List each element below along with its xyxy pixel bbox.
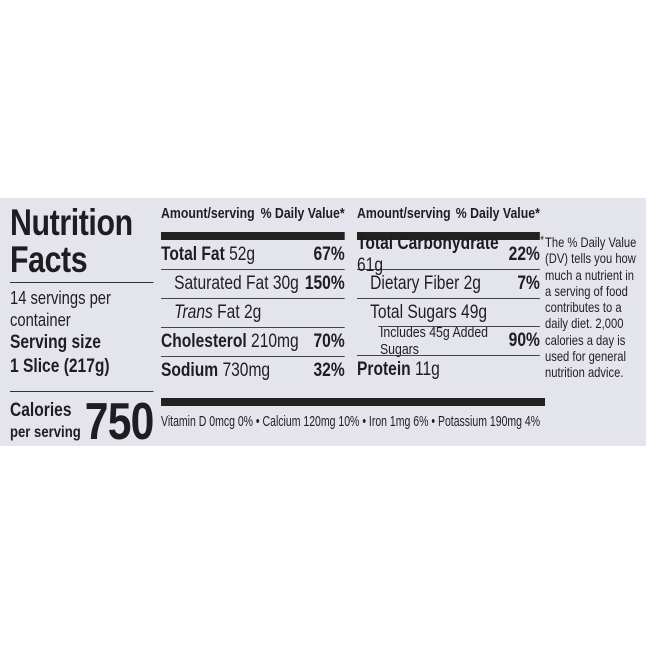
nutrient-name-italic: Trans xyxy=(174,302,213,323)
nutrient-row-sodium: Sodium 730mg 32% xyxy=(161,357,345,385)
label-middle-column: Amount/serving % Daily Value* Total Fat … xyxy=(161,205,345,385)
divider xyxy=(10,282,154,283)
calories-value: 750 xyxy=(84,393,155,451)
nutrient-name: Total Fat xyxy=(161,244,225,265)
nutrient-dv: 67% xyxy=(313,244,345,265)
nutrient-row-cholesterol: Cholesterol 210mg 70% xyxy=(161,328,345,357)
nutrient-dv: 90% xyxy=(508,330,540,351)
calories-block: Calories per serving 750 xyxy=(10,393,155,456)
nutrient-row-trans-fat: Trans Fat 2g xyxy=(161,299,345,328)
servings-per-container: 14 servings per container xyxy=(10,288,111,330)
nutrient-row-total-fat: Total Fat 52g 67% xyxy=(161,241,345,270)
label-left-column: Nutrition Facts 14 servings per containe… xyxy=(10,204,154,456)
nutrient-name: Cholesterol xyxy=(161,331,247,352)
footnote-asterisk: * xyxy=(540,233,544,247)
calories-label: Calories per serving xyxy=(10,400,81,444)
nutrient-dv: 22% xyxy=(508,244,540,265)
divider xyxy=(10,391,154,392)
nutrient-dv: 150% xyxy=(304,273,345,294)
nutrient-row-dietary-fiber: Dietary Fiber 2g 7% xyxy=(357,270,540,299)
nutrient-row-saturated-fat: Saturated Fat 30g 150% xyxy=(161,270,345,299)
nutrient-row-total-sugars: Total Sugars 49g xyxy=(357,299,540,327)
nutrient-row-total-carbohydrate: Total Carbohydrate 61g 22% xyxy=(357,233,540,276)
nutrient-name: Saturated Fat 30g xyxy=(174,273,299,294)
header-amount: Amount/serving xyxy=(357,205,451,222)
nutrient-name: Fat 2g xyxy=(217,302,262,323)
title-line-2: Facts xyxy=(10,239,88,280)
nutrient-name: Includes 45g Added Sugars xyxy=(379,324,489,358)
column-header: Amount/serving % Daily Value* xyxy=(357,205,540,223)
nutrient-row-added-sugars: Includes 45g Added Sugars 90% xyxy=(357,324,540,358)
nutrient-row-protein: Protein 11g xyxy=(357,356,540,384)
column-header: Amount/serving % Daily Value* xyxy=(161,205,345,223)
serving-size-label: Serving size xyxy=(10,332,101,353)
title-line-1: Nutrition xyxy=(10,202,133,243)
nutrient-amount: 730mg xyxy=(222,360,271,381)
nutrient-amount: 52g xyxy=(229,244,256,265)
nutrient-amount: 210mg xyxy=(251,331,299,352)
nutrient-name: Dietary Fiber 2g xyxy=(370,273,481,294)
header-daily-value: % Daily Value* xyxy=(260,205,345,222)
calories-label-text: Calories xyxy=(10,400,72,421)
nutrient-name: Protein xyxy=(357,359,411,380)
nutrient-dv: 32% xyxy=(313,360,345,381)
footnote-text: The % Daily Value (DV) tells you how muc… xyxy=(545,234,637,381)
daily-value-footnote: * The % Daily Value (DV) tells you how m… xyxy=(540,233,639,381)
nutrient-amount: 11g xyxy=(415,359,440,380)
header-amount: Amount/serving xyxy=(161,205,255,222)
thick-bar xyxy=(357,232,540,240)
vitamins-minerals-line: Vitamin D 0mcg 0% • Calcium 120mg 10% • … xyxy=(161,413,541,430)
label-right-column: Amount/serving % Daily Value* Total Carb… xyxy=(357,205,540,384)
nutrient-dv: 7% xyxy=(517,273,540,294)
thick-bar xyxy=(161,232,345,240)
nutrient-name: Sodium xyxy=(161,360,219,381)
thick-bar-bottom xyxy=(161,398,545,406)
calories-sublabel: per serving xyxy=(10,424,81,441)
nutrient-name: Total Carbohydrate xyxy=(357,233,499,254)
nutrient-amount: 61g xyxy=(357,255,383,276)
serving-size-value: 1 Slice (217g) xyxy=(10,356,110,377)
nutrient-dv: 70% xyxy=(313,331,345,352)
header-daily-value: % Daily Value* xyxy=(455,205,540,222)
nutrient-name: Total Sugars 49g xyxy=(370,302,488,323)
